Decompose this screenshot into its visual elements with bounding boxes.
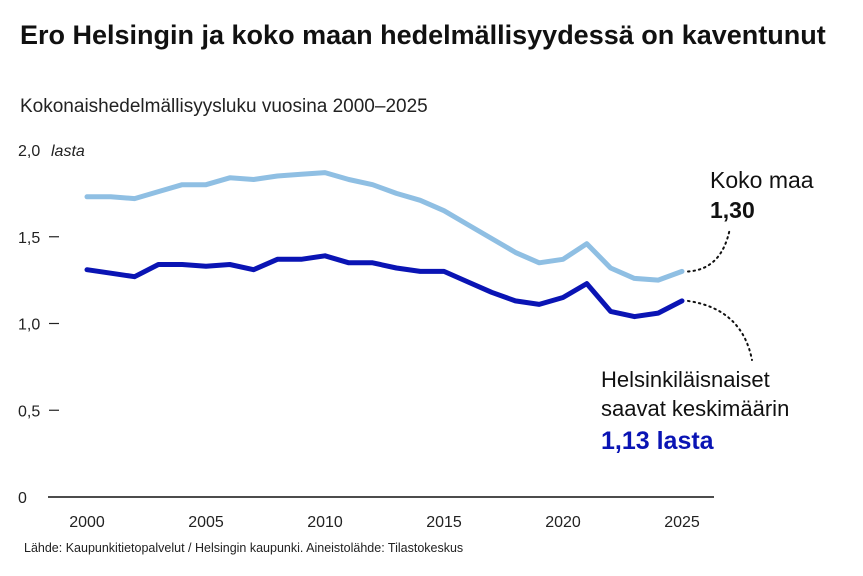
helsinki-leader-line — [687, 299, 753, 361]
source-note: Lähde: Kaupunkitietopalvelut / Helsingin… — [24, 541, 464, 555]
helsinki-annotation-line: saavat keskimäärin — [601, 396, 789, 421]
x-tick-label: 2005 — [188, 514, 224, 531]
y-tick-label: 1,5 — [18, 230, 40, 247]
x-tick-label: 2020 — [545, 514, 581, 531]
y-tick-label: 0 — [18, 490, 27, 507]
helsinki-annotation-line: Helsinkiläisnaiset — [601, 367, 770, 392]
koko-maa-annotation-line: 1,30 — [710, 197, 755, 223]
helsinki-annotation-line: 1,13 lasta — [601, 427, 715, 455]
y-tick-label: 0,5 — [18, 403, 40, 420]
y-tick-label: 1,0 — [18, 317, 40, 334]
koko-maa-annotation-line: Koko maa — [710, 167, 814, 193]
x-tick-label: 2015 — [426, 514, 462, 531]
y-axis-unit-label: lasta — [51, 143, 85, 160]
koko-maa-leader-line — [687, 227, 731, 273]
x-tick-label: 2025 — [664, 514, 700, 531]
x-tick-label: 2000 — [69, 514, 105, 531]
y-tick-label: 2,0 — [18, 143, 40, 160]
x-tick-label: 2010 — [307, 514, 343, 531]
series-line-koko_maa — [84, 170, 685, 283]
series-line-helsinki — [84, 253, 685, 320]
chart-subtitle: Kokonaishedelmällisyysluku vuosina 2000–… — [20, 96, 428, 117]
chart-title: Ero Helsingin ja koko maan hedelmällisyy… — [20, 20, 826, 50]
